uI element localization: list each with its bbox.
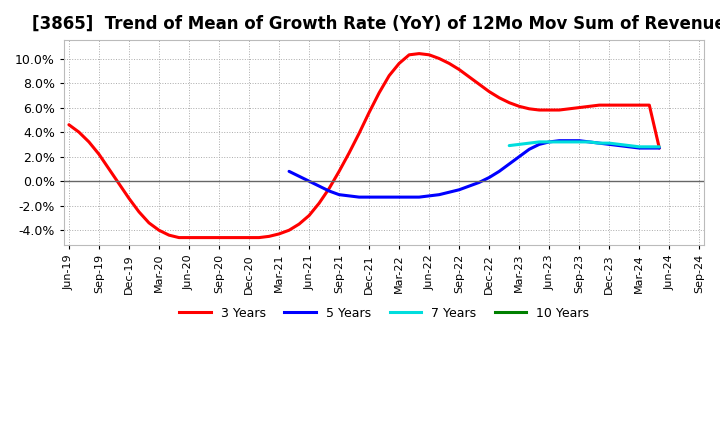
Title: [3865]  Trend of Mean of Growth Rate (YoY) of 12Mo Mov Sum of Revenues: [3865] Trend of Mean of Growth Rate (YoY… [32, 15, 720, 33]
Legend: 3 Years, 5 Years, 7 Years, 10 Years: 3 Years, 5 Years, 7 Years, 10 Years [174, 302, 594, 325]
